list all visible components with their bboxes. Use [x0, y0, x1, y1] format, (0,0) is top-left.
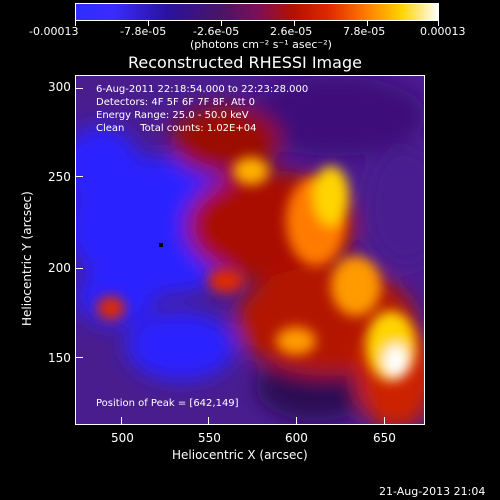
- clean-counts: Clean Total counts: 1.02E+04: [96, 123, 257, 134]
- colorbar-tick-label: 7.8e-05: [343, 25, 386, 38]
- x-tick-label: 600: [285, 431, 308, 445]
- colorbar-tick-label: 2.6e-05: [270, 25, 313, 38]
- rhessi-image-map: [76, 76, 424, 424]
- colorbar-tick: [438, 21, 439, 26]
- peak-position: Position of Peak = [642,149]: [96, 398, 239, 409]
- colorbar-tick: [294, 21, 295, 26]
- plot-title: Reconstructed RHESSI Image: [128, 53, 362, 72]
- x-tick: [384, 417, 385, 425]
- x-tick: [208, 417, 209, 425]
- y-axis-label: Heliocentric Y (arcsec): [20, 191, 34, 326]
- y-tick-label: 150: [48, 351, 71, 365]
- colorbar-tick: [148, 21, 149, 26]
- colorbar-tick-label: -7.8e-05: [120, 25, 167, 38]
- colorbar-tick: [367, 21, 368, 26]
- y-tick-label: 300: [48, 80, 71, 94]
- x-tick-label: 500: [111, 431, 134, 445]
- energy-range: Energy Range: 25.0 - 50.0 keV: [96, 110, 249, 121]
- y-tick-label: 200: [48, 261, 71, 275]
- colorbar-tick-label: -2.6e-05: [193, 25, 240, 38]
- peak-marker: [159, 243, 163, 247]
- y-tick-label: 250: [48, 170, 71, 184]
- x-tick: [296, 417, 297, 425]
- time-range: 6-Aug-2011 22:18:54.000 to 22:23:28.000: [96, 84, 309, 95]
- colorbar-tick-label: -0.00013: [29, 25, 79, 38]
- x-tick-label: 650: [373, 431, 396, 445]
- x-axis-label: Heliocentric X (arcsec): [172, 448, 308, 462]
- y-tick: [75, 268, 83, 269]
- rhessi-image: 6-Aug-2011 22:18:54.000 to 22:23:28.000 …: [75, 75, 425, 425]
- colorbar-units: (photons cm⁻² s⁻¹ asec⁻²): [190, 38, 332, 51]
- x-tick-label: 550: [198, 431, 221, 445]
- colorbar-tick-label: 0.00013: [420, 25, 466, 38]
- x-tick: [121, 417, 122, 425]
- detectors-info: Detectors: 4F 5F 6F 7F 8F, Att 0: [96, 97, 256, 108]
- y-tick: [75, 357, 83, 358]
- colorbar-tick: [221, 21, 222, 26]
- colorbar-tick: [75, 21, 76, 26]
- y-tick: [75, 176, 83, 177]
- colorbar: [75, 3, 439, 21]
- y-tick: [75, 88, 83, 89]
- timestamp: 21-Aug-2013 21:04: [379, 485, 486, 498]
